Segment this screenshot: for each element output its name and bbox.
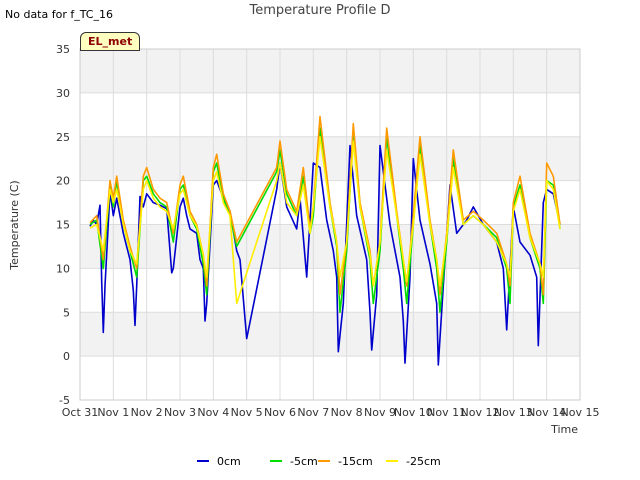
x-tick-label: Nov 13	[494, 406, 533, 419]
x-tick-label: Nov 3	[164, 406, 196, 419]
x-tick-label: Nov 11	[427, 406, 466, 419]
y-tick-label: 10	[56, 262, 70, 275]
x-tick-label: Nov 8	[331, 406, 363, 419]
y-tick-label: 25	[56, 131, 70, 144]
y-tick-label: 0	[63, 350, 70, 363]
y-tick-label: 5	[63, 306, 70, 319]
chart-title: Temperature Profile D	[249, 3, 391, 18]
x-axis-label: Time	[550, 423, 578, 436]
x-tick-label: Nov 14	[527, 406, 566, 419]
legend-label: -25cm	[406, 455, 441, 468]
x-tick-label: Nov 9	[364, 406, 396, 419]
series-line-minus25cm	[89, 136, 561, 305]
band-2	[80, 268, 580, 313]
legend-label: -5cm	[290, 455, 318, 468]
x-tick-label: Nov 6	[264, 406, 296, 419]
plot-frame	[79, 48, 581, 401]
site-badge: EL_met	[80, 32, 141, 51]
legend-label: 0cm	[217, 455, 241, 468]
band-6	[80, 92, 580, 137]
y-tick-labels: -5 0 5 10 15 20 25 30 35	[56, 43, 70, 407]
y-tick-label: 20	[56, 175, 70, 188]
x-tick-label: Nov 15	[561, 406, 600, 419]
x-tick-label: Nov 5	[231, 406, 263, 419]
legend-label: -15cm	[338, 455, 373, 468]
y-tick-label: -5	[59, 394, 70, 407]
x-tick-label: Nov 7	[297, 406, 329, 419]
series-line-minus15cm	[89, 115, 561, 296]
legend: 0cm -5cm -15cm -25cm	[197, 455, 441, 468]
y-tick-label: 30	[56, 87, 70, 100]
y-tick-label: 35	[56, 43, 70, 56]
x-tick-label: Nov 4	[197, 406, 229, 419]
x-tick-label: Nov 10	[394, 406, 433, 419]
x-tick-labels: Oct 31 Nov 1 Nov 2 Nov 3 Nov 4 Nov 5 Nov 6 Nov …	[62, 406, 600, 419]
no-data-note: No data for f_TC_16	[5, 8, 113, 21]
series-lines	[89, 115, 561, 366]
x-tick-label: Nov 1	[97, 406, 129, 419]
x-tick-label: Nov 12	[461, 406, 500, 419]
band-7	[80, 49, 580, 93]
y-axis-label: Temperature (C)	[8, 180, 21, 270]
x-tick-label: Oct 31	[62, 406, 99, 419]
x-tick-label: Nov 2	[131, 406, 163, 419]
y-tick-label: 15	[56, 219, 70, 232]
band-1	[80, 312, 580, 357]
band-5	[80, 136, 580, 181]
band-0	[80, 356, 580, 400]
